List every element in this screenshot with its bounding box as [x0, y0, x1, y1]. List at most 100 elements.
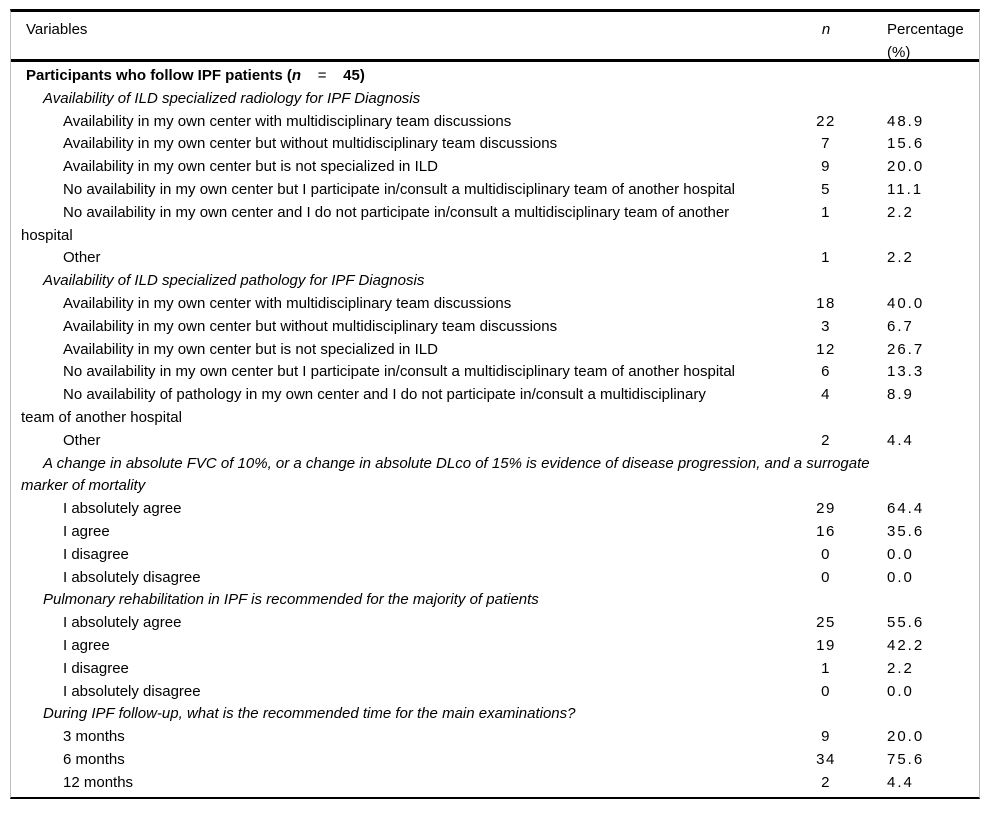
table-row: Participants who follow IPF patients (n …	[11, 65, 979, 88]
col-n-value: 1	[821, 203, 831, 221]
row-label-line2: hospital	[21, 226, 73, 244]
row-label: Pulmonary rehabilitation in IPF is recom…	[43, 591, 539, 609]
table-row: Availability of ILD specialized patholog…	[11, 270, 979, 293]
col-percentage-value: 13.3	[887, 363, 925, 381]
col-percentage-value: 42.2	[887, 636, 925, 654]
table-row: Availability in my own center but withou…	[11, 316, 979, 339]
row-label: 3 months	[63, 728, 125, 746]
row-label: I disagree	[63, 659, 129, 677]
col-percentage-value: 8.9	[887, 386, 914, 404]
col-n-value: 9	[821, 728, 831, 746]
col-percentage-value: 2.2	[887, 249, 914, 267]
table-row: Other 1 2.2	[11, 247, 979, 270]
col-n-value: 3	[821, 317, 831, 335]
table-row: I disagree 0 0.0	[11, 544, 979, 567]
col-n-value: 7	[821, 135, 831, 153]
table-row: No availability of pathology in my own c…	[11, 384, 979, 430]
col-n-value: 1	[821, 249, 831, 267]
row-label: I absolutely disagree	[63, 568, 201, 586]
table-row: During IPF follow-up, what is the recomm…	[11, 703, 979, 726]
row-label: Other	[63, 249, 101, 267]
row-label: A change in absolute FVC of 10%, or a ch…	[11, 453, 979, 499]
table-row: Availability in my own center but is not…	[11, 156, 979, 179]
col-percentage-value: 11.1	[887, 180, 924, 198]
col-n-value: 29	[816, 500, 836, 518]
table-row: I agree 16 35.6	[11, 521, 979, 544]
row-label: Availability in my own center but is not…	[63, 158, 438, 176]
row-label: Availability of ILD specialized radiolog…	[43, 89, 421, 107]
col-header-percentage: Percentage (%)	[887, 21, 964, 61]
row-label: Availability in my own center but withou…	[63, 317, 558, 335]
col-n-value: 2	[821, 773, 831, 791]
col-percentage-value: 20.0	[887, 728, 925, 746]
col-n-value: 12	[816, 340, 836, 358]
col-percentage-value: 26.7	[887, 340, 925, 358]
col-header-n: n	[821, 21, 831, 38]
row-label-line1: A change in absolute FVC of 10%, or a ch…	[43, 454, 870, 472]
table-row: 3 months 9 20.0	[11, 726, 979, 749]
table-row: I absolutely agree 29 64.4	[11, 498, 979, 521]
row-label-line2: team of another hospital	[21, 408, 182, 426]
table-row: No availability in my own center but I p…	[11, 179, 979, 202]
row-label: I absolutely agree	[63, 614, 182, 632]
table-row: No availability in my own center but I p…	[11, 361, 979, 384]
col-header-variables: Variables	[26, 21, 88, 38]
row-label: I absolutely disagree	[63, 682, 201, 700]
col-n-value: 19	[816, 636, 836, 654]
col-percentage-value: 0.0	[887, 568, 914, 586]
row-label: No availability in my own center but I p…	[63, 180, 735, 198]
row-label-line1: No availability of pathology in my own c…	[63, 386, 706, 404]
table-row: I absolutely disagree 0 0.0	[11, 681, 979, 704]
table-row: Other 2 4.4	[11, 430, 979, 453]
row-label-line1: No availability in my own center and I d…	[63, 203, 730, 221]
row-label: I agree	[63, 636, 110, 654]
table-header-row: Variables n Percentage (%)	[11, 12, 979, 62]
row-label: Availability of ILD specialized patholog…	[43, 272, 425, 290]
row-label: 12 months	[63, 773, 134, 791]
row-label: Participants who follow IPF patients (n …	[11, 65, 979, 88]
col-n-value: 0	[821, 568, 831, 586]
row-label: 6 months	[63, 750, 125, 768]
col-n-value: 25	[816, 614, 836, 632]
table-row: No availability in my own center and I d…	[11, 202, 979, 248]
col-percentage-value: 4.4	[887, 773, 914, 791]
col-percentage-value: 6.7	[887, 317, 914, 335]
table-row: Availability in my own center but withou…	[11, 133, 979, 156]
col-percentage-value: 15.6	[887, 135, 925, 153]
row-label: No availability of pathology in my own c…	[11, 384, 792, 430]
col-n-value: 6	[821, 363, 831, 381]
survey-results-table: Variables n Percentage (%) Participants …	[10, 9, 980, 799]
col-n-value: 0	[821, 545, 831, 563]
col-n-value: 2	[821, 431, 831, 449]
col-percentage-value: 4.4	[887, 431, 914, 449]
col-percentage-value: 2.2	[887, 659, 914, 677]
col-percentage-value: 48.9	[887, 112, 925, 130]
table-row: I disagree 1 2.2	[11, 658, 979, 681]
row-label: I disagree	[63, 545, 129, 563]
col-percentage-value: 0.0	[887, 545, 914, 563]
col-n-value: 34	[816, 750, 836, 768]
col-n-value: 16	[816, 522, 836, 540]
table-row: A change in absolute FVC of 10%, or a ch…	[11, 453, 979, 499]
row-label: Availability in my own center with multi…	[63, 112, 512, 130]
table-body: Participants who follow IPF patients (n …	[11, 62, 979, 797]
table-row: I absolutely agree 25 55.6	[11, 612, 979, 635]
table-row: I agree 19 42.2	[11, 635, 979, 658]
col-percentage-value: 64.4	[887, 500, 925, 518]
n-variable: n	[291, 67, 302, 84]
col-n-value: 18	[816, 294, 836, 312]
table-row: I absolutely disagree 0 0.0	[11, 567, 979, 590]
equals-text: =	[301, 67, 344, 84]
table-row: 6 months 34 75.6	[11, 749, 979, 772]
row-label-text: 45)	[343, 67, 365, 84]
row-label: No availability in my own center but I p…	[63, 363, 735, 381]
col-n-value: 22	[816, 112, 836, 130]
col-percentage-value: 35.6	[887, 522, 925, 540]
row-label: I agree	[63, 522, 110, 540]
table-row: Pulmonary rehabilitation in IPF is recom…	[11, 589, 979, 612]
table-row: Availability of ILD specialized radiolog…	[11, 88, 979, 111]
table-row: Availability in my own center but is not…	[11, 339, 979, 362]
row-label: Availability in my own center but withou…	[63, 135, 558, 153]
table-row: Availability in my own center with multi…	[11, 111, 979, 134]
col-n-value: 4	[821, 386, 831, 404]
